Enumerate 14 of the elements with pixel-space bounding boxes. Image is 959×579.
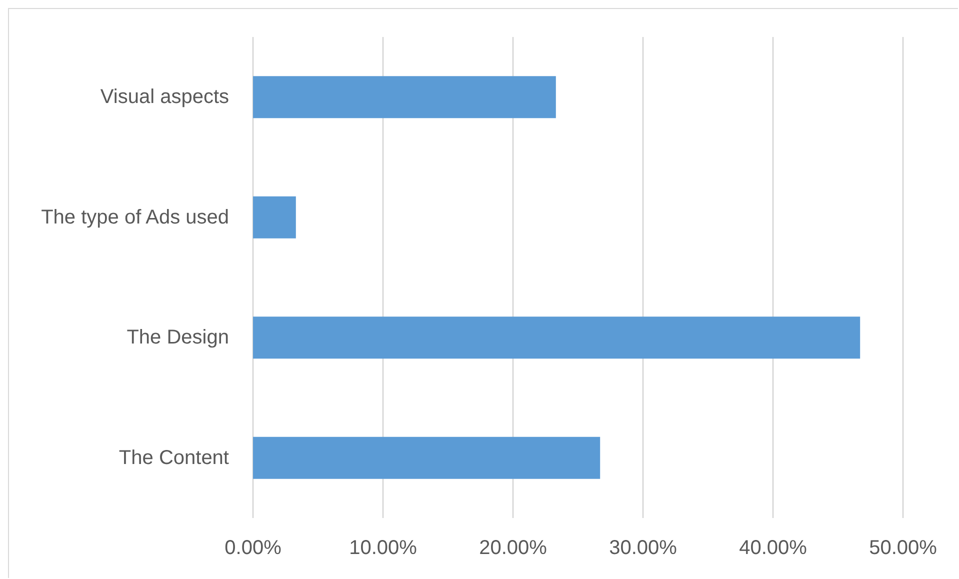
y-tick-label: The Design xyxy=(126,326,229,349)
bar xyxy=(253,76,556,118)
x-tick-label: 0.00% xyxy=(224,537,282,559)
x-tick-label: 30.00% xyxy=(609,537,678,559)
bar xyxy=(253,436,600,479)
y-tick-label: The Content xyxy=(118,446,230,469)
bar xyxy=(253,196,296,238)
bar xyxy=(253,316,860,359)
y-tick-label: The type of Ads used xyxy=(41,206,229,228)
x-tick-label: 40.00% xyxy=(739,537,808,559)
x-tick-label: 20.00% xyxy=(479,537,548,559)
y-tick-label: Visual aspects xyxy=(100,86,229,108)
x-tick-label: 10.00% xyxy=(349,537,418,559)
x-tick-label: 50.00% xyxy=(869,537,938,559)
